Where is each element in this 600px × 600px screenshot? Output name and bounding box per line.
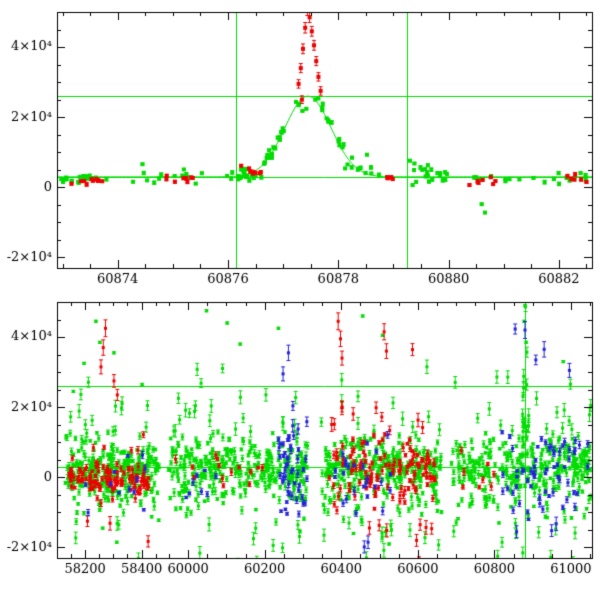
light-curve-canvas	[0, 0, 600, 600]
light-curve-figure	[0, 0, 600, 600]
